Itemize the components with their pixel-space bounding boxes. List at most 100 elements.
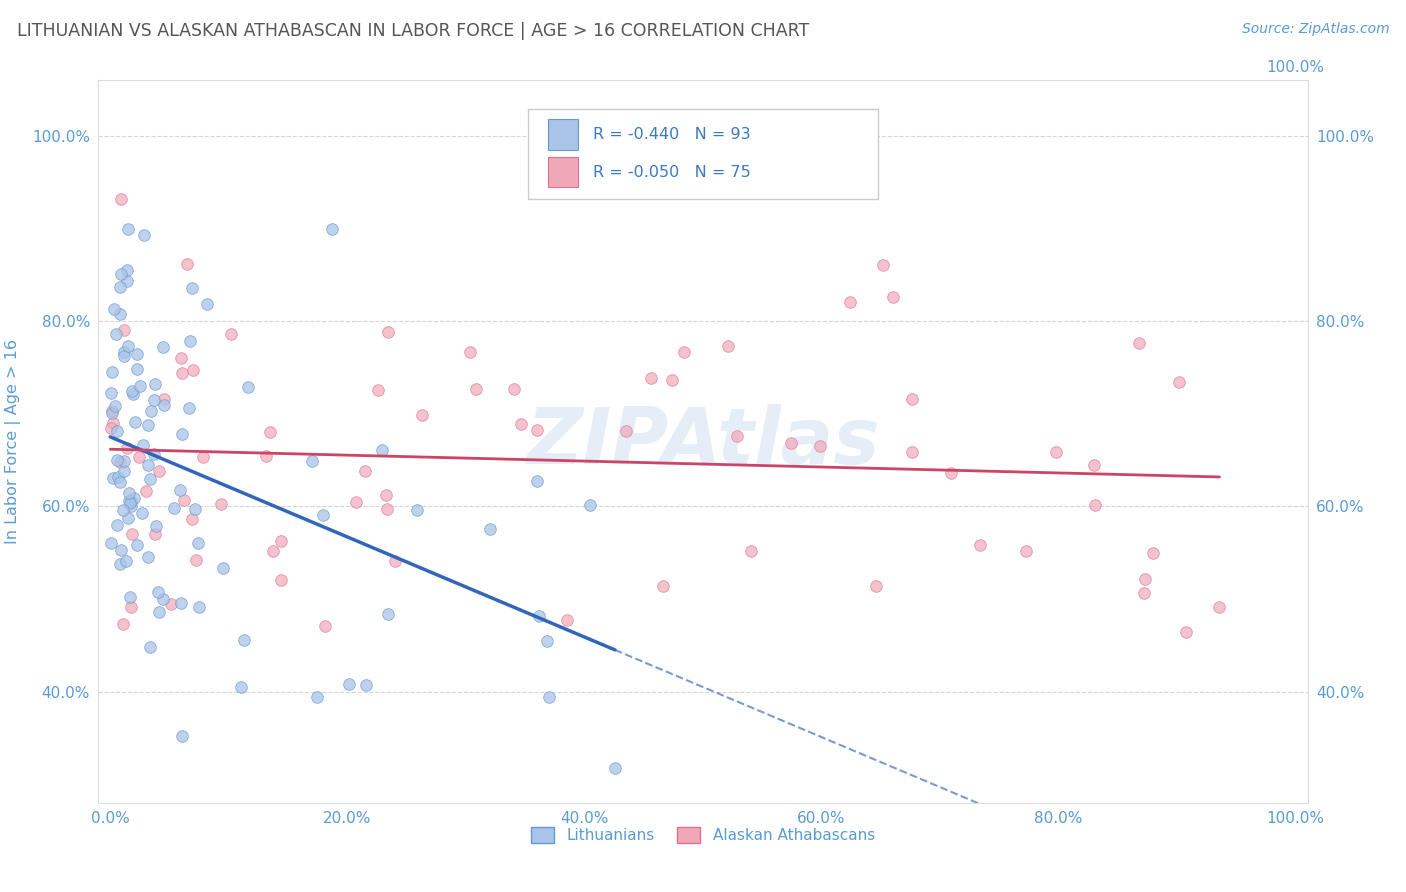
Point (120, 494, 142, 508)
Point (354, 464, 377, 478)
Point (110, 557, 132, 571)
Point (125, 538, 148, 552)
Point (458, 345, 481, 359)
Point (337, 676, 360, 690)
Point (1083, 458, 1105, 473)
Point (118, 590, 141, 604)
Point (374, 488, 396, 502)
Point (139, 640, 162, 654)
Point (107, 470, 129, 484)
Point (181, 362, 204, 376)
Point (254, 449, 277, 463)
Point (1045, 445, 1067, 459)
Point (120, 499, 142, 513)
Point (321, 222, 343, 236)
Point (411, 408, 433, 422)
Point (969, 538, 991, 552)
Point (110, 192, 132, 206)
Point (112, 502, 135, 516)
Point (176, 257, 198, 271)
Point (110, 475, 132, 489)
Point (110, 543, 132, 558)
Point (108, 307, 131, 321)
Point (152, 340, 174, 354)
Point (527, 608, 550, 623)
Point (371, 442, 394, 457)
Point (121, 527, 143, 541)
Point (865, 578, 887, 592)
Point (538, 690, 561, 705)
Point (808, 440, 831, 454)
Point (148, 605, 170, 619)
Point (478, 522, 501, 536)
Point (115, 442, 138, 456)
Point (105, 518, 128, 533)
Point (526, 475, 548, 489)
Point (184, 553, 207, 567)
Point (181, 512, 204, 526)
Text: R = -0.050   N = 75: R = -0.050 N = 75 (593, 164, 751, 179)
Point (131, 506, 153, 520)
Point (120, 496, 142, 510)
Point (112, 454, 135, 468)
Point (170, 366, 193, 380)
Point (717, 339, 740, 353)
Point (110, 268, 132, 282)
Point (108, 454, 131, 468)
Point (1133, 586, 1156, 600)
Point (142, 392, 165, 407)
Point (170, 596, 193, 610)
Point (882, 290, 904, 304)
Point (117, 339, 139, 353)
Point (270, 574, 292, 588)
Point (117, 274, 139, 288)
Bar (548, 120, 578, 150)
Point (127, 362, 149, 376)
Point (377, 325, 399, 339)
Point (100, 385, 122, 400)
Point (170, 729, 193, 743)
Point (143, 377, 166, 392)
Point (132, 438, 155, 452)
Point (672, 344, 695, 359)
Point (108, 279, 131, 293)
Point (872, 258, 894, 272)
Point (314, 619, 336, 633)
Point (406, 503, 429, 517)
Bar (548, 157, 578, 187)
Point (312, 508, 335, 523)
Point (270, 533, 292, 548)
Point (173, 492, 195, 507)
Point (1175, 624, 1198, 639)
Point (145, 519, 167, 533)
Point (305, 690, 328, 704)
Point (259, 425, 281, 439)
Point (125, 347, 148, 361)
Point (118, 494, 141, 508)
Point (152, 592, 174, 607)
Point (177, 401, 200, 415)
FancyBboxPatch shape (527, 109, 879, 200)
Point (464, 382, 486, 396)
Point (510, 417, 533, 431)
Point (211, 497, 233, 511)
Point (122, 491, 145, 505)
Point (356, 678, 378, 692)
Point (1168, 376, 1191, 390)
Point (112, 349, 135, 363)
Point (1133, 572, 1156, 586)
Point (901, 444, 924, 458)
Point (195, 297, 218, 311)
Point (384, 554, 406, 568)
Legend: Lithuanians, Alaskan Athabascans: Lithuanians, Alaskan Athabascans (524, 822, 882, 849)
Point (939, 467, 962, 481)
Point (101, 365, 124, 379)
Point (129, 378, 152, 392)
Point (138, 458, 160, 472)
Point (120, 599, 142, 614)
Point (117, 221, 139, 235)
Point (184, 502, 207, 516)
Point (100, 536, 122, 550)
Point (160, 597, 183, 611)
Point (122, 387, 145, 401)
